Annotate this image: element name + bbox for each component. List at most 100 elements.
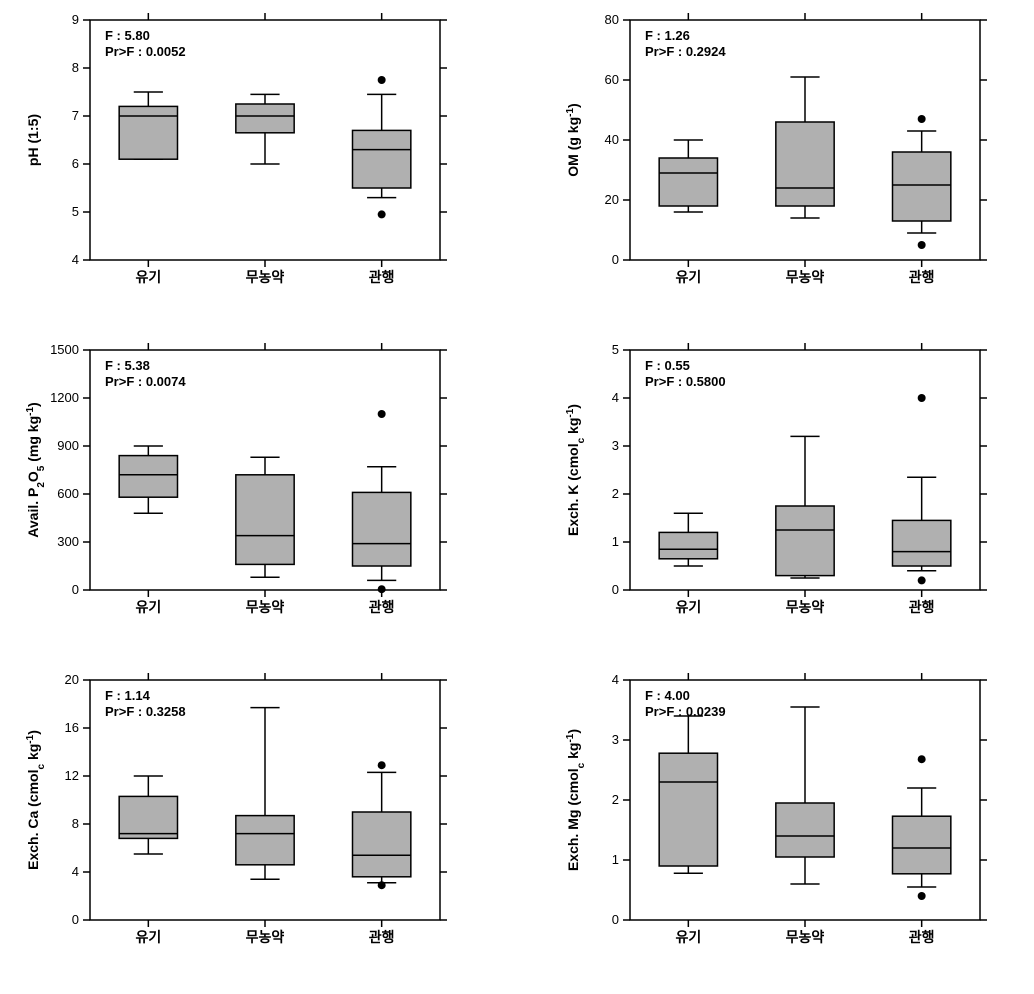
y-tick-label: 0	[612, 912, 619, 927]
y-tick-label: 0	[612, 252, 619, 267]
y-tick-label: 80	[605, 12, 619, 27]
box	[236, 816, 294, 865]
y-tick-label: 40	[605, 132, 619, 147]
panel-OM: 0 20 40 60 80 유기 무농약 관행 OM (g kg-1) F : 1.26Pr>F …	[565, 12, 988, 285]
prf-stat-label: Pr>F : 0.3258	[105, 704, 186, 719]
outlier-point	[378, 76, 386, 84]
f-stat-label: F : 5.38	[105, 358, 150, 373]
y-tick-label: 1200	[50, 390, 79, 405]
y-tick-label: 20	[605, 192, 619, 207]
panel-K: 0 1 2 3 4 5 유기 무농약 관행 Exch. K (cmolc kg-1) F : 0.5…	[565, 342, 988, 615]
y-tick-label: 4	[72, 864, 79, 879]
y-tick-label: 2	[612, 486, 619, 501]
x-tick-label: 유기	[135, 929, 161, 945]
y-tick-label: 0	[612, 582, 619, 597]
panel-Ca: 048121620유기무농약관행Exch. Ca (cmolc kg-1)F :…	[25, 672, 448, 945]
f-stat-label: F : 1.26	[645, 28, 690, 43]
y-axis-label: OM (g kg-1)	[565, 103, 582, 176]
x-tick-label: 관행	[909, 269, 935, 285]
y-tick-label: 20	[65, 672, 79, 687]
y-tick-label: 9	[72, 12, 79, 27]
panel-P2O5: 030060090012001500유기무농약관행Avail. P2O5 (mg…	[25, 342, 448, 615]
y-axis-label: Exch. K (cmolc kg-1)	[565, 404, 587, 536]
x-tick-label: 무농약	[246, 269, 285, 285]
outlier-point	[378, 585, 386, 593]
y-axis-label: Exch. Mg (cmolc kg-1)	[565, 729, 587, 871]
y-tick-label: 900	[57, 438, 79, 453]
box	[353, 812, 411, 877]
y-tick-label: 8	[72, 60, 79, 75]
box	[353, 130, 411, 188]
x-tick-label: 무농약	[786, 929, 825, 945]
y-axis-label: pH (1:5)	[25, 114, 41, 166]
f-stat-label: F : 0.55	[645, 358, 690, 373]
box	[353, 492, 411, 566]
y-tick-label: 2	[612, 792, 619, 807]
outlier-point	[378, 210, 386, 218]
y-tick-label: 4	[72, 252, 79, 267]
y-tick-label: 5	[612, 342, 619, 357]
y-tick-label: 3	[612, 732, 619, 747]
y-tick-label: 7	[72, 108, 79, 123]
panel-pH: 4 5 6 7 8 9 유기 무농약 관행 pH (1:5) F : 5.80Pr>F : 0.00…	[25, 12, 447, 285]
box	[236, 104, 294, 133]
x-tick-label: 유기	[135, 599, 161, 615]
y-tick-label: 3	[612, 438, 619, 453]
f-stat-label: F : 5.80	[105, 28, 150, 43]
y-tick-label: 300	[57, 534, 79, 549]
y-tick-label: 60	[605, 72, 619, 87]
outlier-point	[378, 410, 386, 418]
outlier-point	[918, 576, 926, 584]
box	[776, 803, 834, 857]
box	[893, 520, 951, 566]
outlier-point	[918, 394, 926, 402]
box	[776, 506, 834, 576]
x-tick-label: 유기	[675, 929, 701, 945]
prf-stat-label: Pr>F : 0.0074	[105, 374, 186, 389]
panel-Mg: 01234유기무농약관행Exch. Mg (cmolc kg-1)F : 4.0…	[565, 672, 988, 945]
x-tick-label: 유기	[675, 269, 701, 285]
prf-stat-label: Pr>F : 0.5800	[645, 374, 726, 389]
x-tick-label: 무농약	[786, 269, 825, 285]
x-tick-label: 무농약	[786, 599, 825, 615]
x-tick-label: 무농약	[246, 929, 285, 945]
boxplot-grid: 456789유기무농약관행pH (1:5)F : 5.80Pr>F : 0.00…	[0, 0, 1034, 994]
x-tick-label: 관행	[909, 599, 935, 615]
y-tick-label: 8	[72, 816, 79, 831]
box	[119, 796, 177, 838]
x-tick-label: 무농약	[246, 599, 285, 615]
y-tick-label: 1	[612, 852, 619, 867]
y-tick-label: 4	[612, 672, 619, 687]
box	[119, 106, 177, 159]
y-tick-label: 12	[65, 768, 79, 783]
y-tick-label: 1	[612, 534, 619, 549]
x-tick-label: 유기	[135, 269, 161, 285]
outlier-point	[918, 755, 926, 763]
outlier-point	[378, 761, 386, 769]
outlier-point	[918, 241, 926, 249]
prf-stat-label: Pr>F : 0.2924	[645, 44, 726, 59]
box	[893, 816, 951, 874]
box	[893, 152, 951, 221]
y-tick-label: 0	[72, 582, 79, 597]
y-tick-label: 5	[72, 204, 79, 219]
x-tick-label: 관행	[369, 929, 395, 945]
y-tick-label: 16	[65, 720, 79, 735]
y-tick-label: 6	[72, 156, 79, 171]
outlier-point	[378, 881, 386, 889]
x-tick-label: 관행	[909, 929, 935, 945]
box	[659, 158, 717, 206]
box	[119, 456, 177, 498]
y-tick-label: 600	[57, 486, 79, 501]
y-tick-label: 0	[72, 912, 79, 927]
x-tick-label: 관행	[369, 599, 395, 615]
x-tick-label: 유기	[675, 599, 701, 615]
box	[659, 753, 717, 866]
y-tick-label: 1500	[50, 342, 79, 357]
box	[236, 475, 294, 565]
boxplot-svg: 456789유기무농약관행pH (1:5)F : 5.80Pr>F : 0.00…	[0, 0, 1034, 994]
y-axis-label: Exch. Ca (cmolc kg-1)	[25, 730, 47, 870]
y-tick-label: 4	[612, 390, 619, 405]
prf-stat-label: Pr>F : 0.0052	[105, 44, 186, 59]
x-tick-label: 관행	[369, 269, 395, 285]
